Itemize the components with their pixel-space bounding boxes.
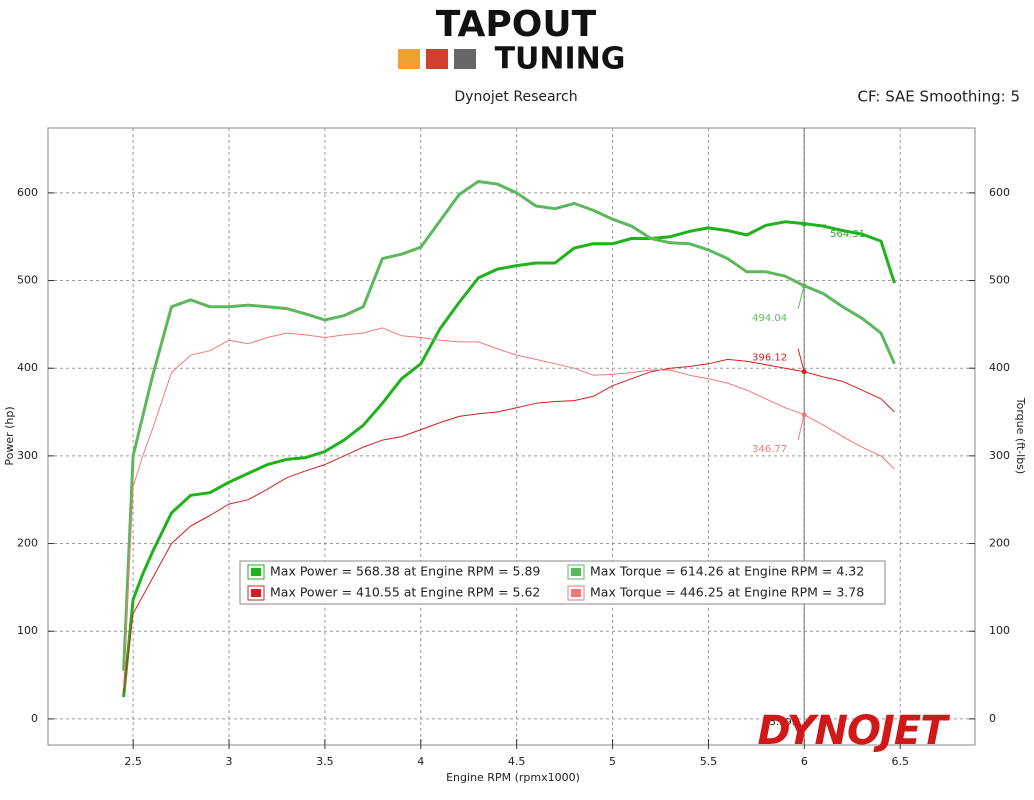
y-tick-label: 0 (31, 712, 38, 725)
logo-block (454, 49, 476, 69)
x-tick-label: 2.5 (124, 755, 142, 768)
cursor-point (801, 283, 807, 289)
series-line (123, 358, 895, 693)
series-line (122, 180, 896, 671)
cursor-point (801, 369, 807, 375)
y-axis-label: Power (hp) (3, 406, 16, 465)
y-tick-label: 100 (17, 624, 38, 637)
y-tick-label: 300 (17, 449, 38, 462)
y-tick-label: 400 (17, 361, 38, 374)
x-tick-label: 3 (226, 755, 233, 768)
legend-label: Max Torque = 614.26 at Engine RPM = 4.32 (590, 564, 864, 579)
y2-tick-label: 200 (989, 537, 1010, 550)
y2-tick-label: 100 (989, 624, 1010, 637)
cursor-point (801, 412, 807, 418)
logo-bottom: TUNING (495, 42, 626, 77)
x-tick-label: 4.5 (508, 755, 526, 768)
series-line (123, 327, 895, 689)
legend-swatch (571, 568, 581, 576)
y2-axis-label: Torque (ft-lbs) (1014, 397, 1027, 474)
y2-tick-label: 0 (989, 712, 996, 725)
cursor-point (801, 221, 807, 227)
legend-label: Max Torque = 446.25 at Engine RPM = 3.78 (590, 585, 864, 600)
dynojet-logo: DYNOJET (757, 708, 950, 754)
y2-tick-label: 500 (989, 274, 1010, 287)
annotation: 346.77 (752, 444, 787, 455)
series-line (122, 220, 896, 698)
plot-area (47, 127, 976, 746)
annotation: 494.04 (752, 313, 787, 324)
x-tick-label: 4 (417, 755, 424, 768)
annotation-arrow (804, 223, 827, 226)
chart-subtitle: CF: SAE Smoothing: 5 (857, 88, 1020, 106)
logo-block (398, 49, 420, 69)
x-tick-label: 5 (609, 755, 616, 768)
x-tick-label: 5.5 (700, 755, 718, 768)
y-tick-label: 600 (17, 186, 38, 199)
y-tick-label: 500 (17, 274, 38, 287)
annotation: 564.31 (830, 229, 865, 240)
x-tick-label: 6.5 (891, 755, 909, 768)
logo-top: TAPOUT (436, 4, 597, 45)
legend-label: Max Power = 568.38 at Engine RPM = 5.89 (270, 564, 540, 579)
legend-swatch (251, 568, 261, 576)
y2-tick-label: 400 (989, 361, 1010, 374)
legend-swatch (251, 589, 261, 597)
x-tick-label: 3.5 (316, 755, 334, 768)
logo-block (426, 49, 448, 69)
x-tick-label: 6 (801, 755, 808, 768)
annotation-arrow (797, 348, 805, 372)
annotation-arrow (797, 285, 805, 309)
y2-tick-label: 600 (989, 186, 1010, 199)
y-tick-label: 200 (17, 537, 38, 550)
legend-swatch (571, 589, 581, 597)
chart-title: Dynojet Research (454, 89, 577, 105)
legend (239, 560, 886, 605)
annotation: 396.12 (752, 353, 787, 364)
y2-tick-label: 300 (989, 449, 1010, 462)
cursor-label: 5.999 (769, 717, 798, 728)
x-axis-label: Engine RPM (rpmx1000) (446, 771, 580, 784)
legend-label: Max Power = 410.55 at Engine RPM = 5.62 (270, 585, 540, 600)
annotation-arrow (797, 414, 805, 440)
